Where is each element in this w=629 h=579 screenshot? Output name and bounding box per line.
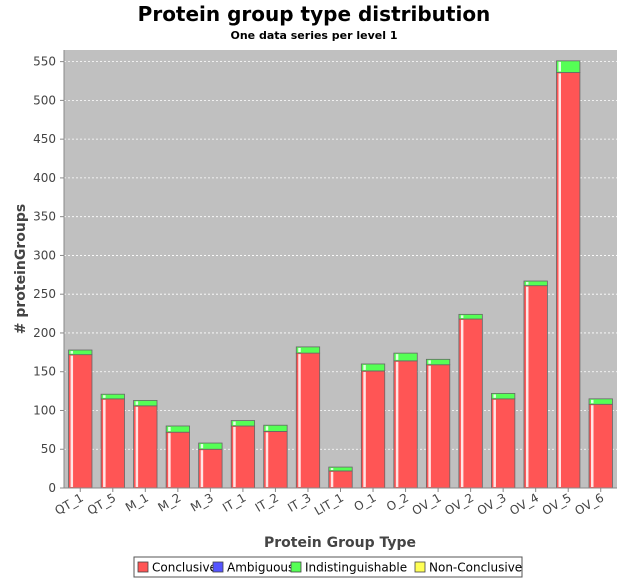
- bar-segment-indistinguishable: [523, 280, 548, 287]
- bar-highlight: [395, 354, 399, 360]
- bar-highlight: [70, 355, 74, 487]
- bars: [68, 60, 613, 489]
- y-axis: 0 50 100 150 200 250 300 350 400 450 500 550: [33, 50, 65, 495]
- bar-segment-indistinguishable: [328, 466, 353, 472]
- bar-highlight: [428, 365, 431, 487]
- legend-label: Non-Conclusive: [429, 561, 522, 575]
- y-tick-label: 100: [33, 403, 56, 417]
- bar-highlight: [493, 399, 496, 487]
- bar-segment-indistinguishable: [198, 442, 223, 450]
- legend-label: Indistinguishable: [305, 561, 407, 575]
- chart-title: Protein group type distribution: [138, 2, 491, 26]
- x-tick-label: O_2: [384, 490, 411, 514]
- grid-lines: [64, 61, 617, 450]
- bar-highlight: [460, 315, 464, 319]
- x-tick-label: QT_1: [52, 490, 85, 517]
- y-tick-label: 550: [33, 55, 56, 69]
- bar-segment-indistinguishable: [491, 393, 516, 400]
- bar-segment-indistinguishable: [458, 313, 483, 320]
- bar-highlight: [428, 360, 431, 364]
- bar-highlight: [168, 433, 171, 487]
- bar-highlight: [525, 282, 529, 285]
- bar-segment-indistinguishable: [263, 424, 288, 432]
- bar-segment-indistinguishable: [100, 393, 125, 400]
- y-tick-label: 250: [33, 287, 56, 301]
- bar-highlight: [200, 450, 204, 487]
- legend-label: Ambiguous: [227, 561, 294, 575]
- bar-highlight: [460, 320, 464, 487]
- bar-highlight: [363, 371, 366, 487]
- bar-highlight: [70, 351, 74, 354]
- x-tick-label: OV_1: [410, 490, 444, 518]
- y-tick-label: 50: [41, 442, 56, 456]
- bar-highlight: [200, 444, 204, 449]
- bar-highlight: [591, 405, 594, 487]
- bar-highlight: [168, 426, 171, 432]
- bar-highlight: [233, 421, 236, 425]
- x-tick-label: O_1: [352, 490, 379, 514]
- bar-highlight: [265, 426, 269, 431]
- x-tick-label: IT_1: [220, 490, 248, 514]
- bar-segment-indistinguishable: [295, 346, 321, 354]
- bar-highlight: [493, 394, 496, 398]
- x-tick-label: M_2: [156, 490, 184, 514]
- legend-label: Conclusive: [152, 561, 217, 575]
- bar-highlight: [591, 399, 594, 404]
- bar-highlight: [395, 361, 399, 487]
- bar-highlight: [135, 406, 139, 487]
- x-tick-label: M_3: [188, 490, 216, 514]
- y-tick-label: 350: [33, 210, 56, 224]
- bar-segment-indistinguishable: [360, 363, 386, 372]
- bar-highlight: [298, 347, 301, 353]
- legend-swatch: [414, 561, 426, 573]
- bar-segment-indistinguishable: [133, 399, 158, 407]
- bar-segment-indistinguishable: [230, 420, 256, 427]
- bar-highlight: [233, 426, 236, 487]
- bar-highlight: [103, 395, 106, 398]
- bar-highlight: [558, 61, 561, 72]
- bar-highlight: [298, 354, 301, 487]
- x-tick-label: OV_4: [507, 490, 541, 518]
- x-tick-label: OV_3: [475, 490, 509, 518]
- bar-segment-indistinguishable: [588, 398, 613, 405]
- y-axis-title: # proteinGroups: [13, 204, 29, 334]
- bar-segment-indistinguishable: [165, 425, 190, 433]
- y-tick-label: 300: [33, 248, 56, 262]
- bar-segment-indistinguishable: [393, 352, 418, 362]
- legend-swatch: [137, 561, 149, 573]
- bar-highlight: [558, 73, 561, 487]
- y-tick-label: 150: [33, 365, 56, 379]
- x-axis-title: Protein Group Type: [264, 535, 416, 551]
- bar-highlight: [330, 471, 334, 487]
- legend-swatch: [290, 561, 302, 573]
- bar-highlight: [525, 286, 529, 487]
- x-tick-label: IT_3: [285, 490, 313, 514]
- x-tick-label: QT_5: [85, 490, 118, 517]
- bar-highlight: [135, 401, 139, 405]
- bar-highlight: [265, 432, 269, 487]
- bar-segment-indistinguishable: [556, 60, 581, 73]
- bar-segment-indistinguishable: [68, 349, 93, 356]
- x-tick-label: M_1: [123, 490, 151, 514]
- y-tick-label: 400: [33, 171, 56, 185]
- y-tick-label: 0: [48, 481, 56, 495]
- x-tick-label: IT_2: [253, 490, 281, 514]
- bar-highlight: [330, 468, 334, 470]
- bar-highlight: [363, 364, 366, 370]
- y-tick-label: 200: [33, 326, 56, 340]
- x-tick-label: OV_6: [572, 490, 606, 518]
- x-tick-label: OV_5: [540, 490, 574, 518]
- bar-segment-indistinguishable: [425, 358, 451, 366]
- y-tick-label: 450: [33, 132, 56, 146]
- bar-highlight: [103, 399, 106, 487]
- x-tick-label: OV_2: [442, 490, 476, 518]
- chart-subtitle: One data series per level 1: [230, 29, 397, 42]
- legend: Conclusive Ambiguous Indistinguishable Non-…: [133, 556, 523, 578]
- y-tick-label: 500: [33, 93, 56, 107]
- legend-swatch: [212, 561, 224, 573]
- x-tick-label: LIT_1: [312, 490, 346, 518]
